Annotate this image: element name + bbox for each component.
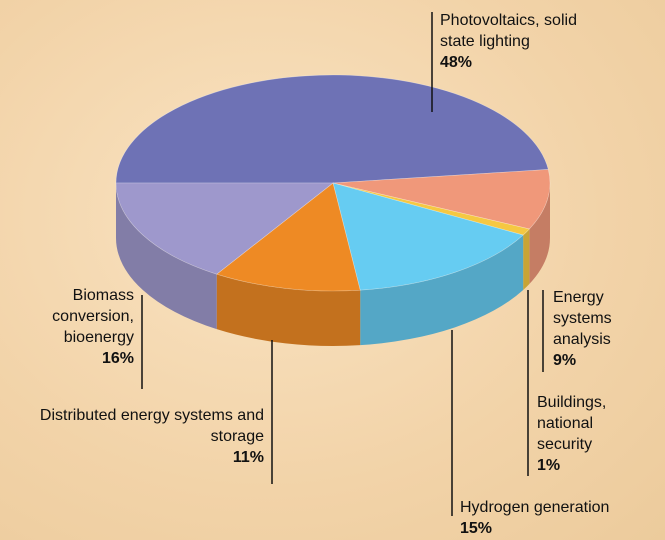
pie-slice	[216, 182, 361, 292]
pie-slice-side	[523, 228, 530, 291]
slice-label: Hydrogen generation 15%	[460, 497, 665, 539]
pie-slice	[332, 182, 530, 236]
value-label: 9%	[553, 352, 577, 369]
slice-label: Biomass conversion, bioenergy 16%	[34, 285, 134, 369]
category-name: Biomass conversion, bioenergy	[52, 287, 134, 346]
pie-slice	[332, 169, 551, 230]
value-label: 15%	[460, 520, 493, 537]
slice-label: Energy systems analysis 9%	[553, 287, 633, 371]
value-label: 11%	[232, 449, 264, 466]
category-name: Energy systems analysis	[553, 289, 612, 348]
slice-label: Buildings, national security 1%	[537, 392, 627, 476]
value-label: 48%	[440, 54, 473, 71]
pie-slice-side	[216, 274, 361, 346]
category-name: Photovoltaics, solid state lighting	[440, 12, 577, 50]
value-label: 16%	[101, 350, 134, 367]
pie-slice	[115, 74, 549, 184]
category-name: Hydrogen generation	[460, 499, 610, 516]
value-label: 1%	[537, 457, 561, 474]
pie-slice-side	[529, 183, 550, 284]
slice-label: Distributed energy systems and storage 11…	[4, 405, 264, 468]
slice-label: Photovoltaics, solid state lighting 48%	[440, 10, 615, 73]
pie-slice	[332, 182, 524, 291]
category-name: Buildings, national security	[537, 394, 607, 453]
pie-slice	[115, 182, 334, 275]
pie-slice-side	[360, 235, 524, 346]
pie-slice-side	[116, 183, 217, 330]
category-name: Distributed energy systems and storage	[39, 407, 264, 445]
